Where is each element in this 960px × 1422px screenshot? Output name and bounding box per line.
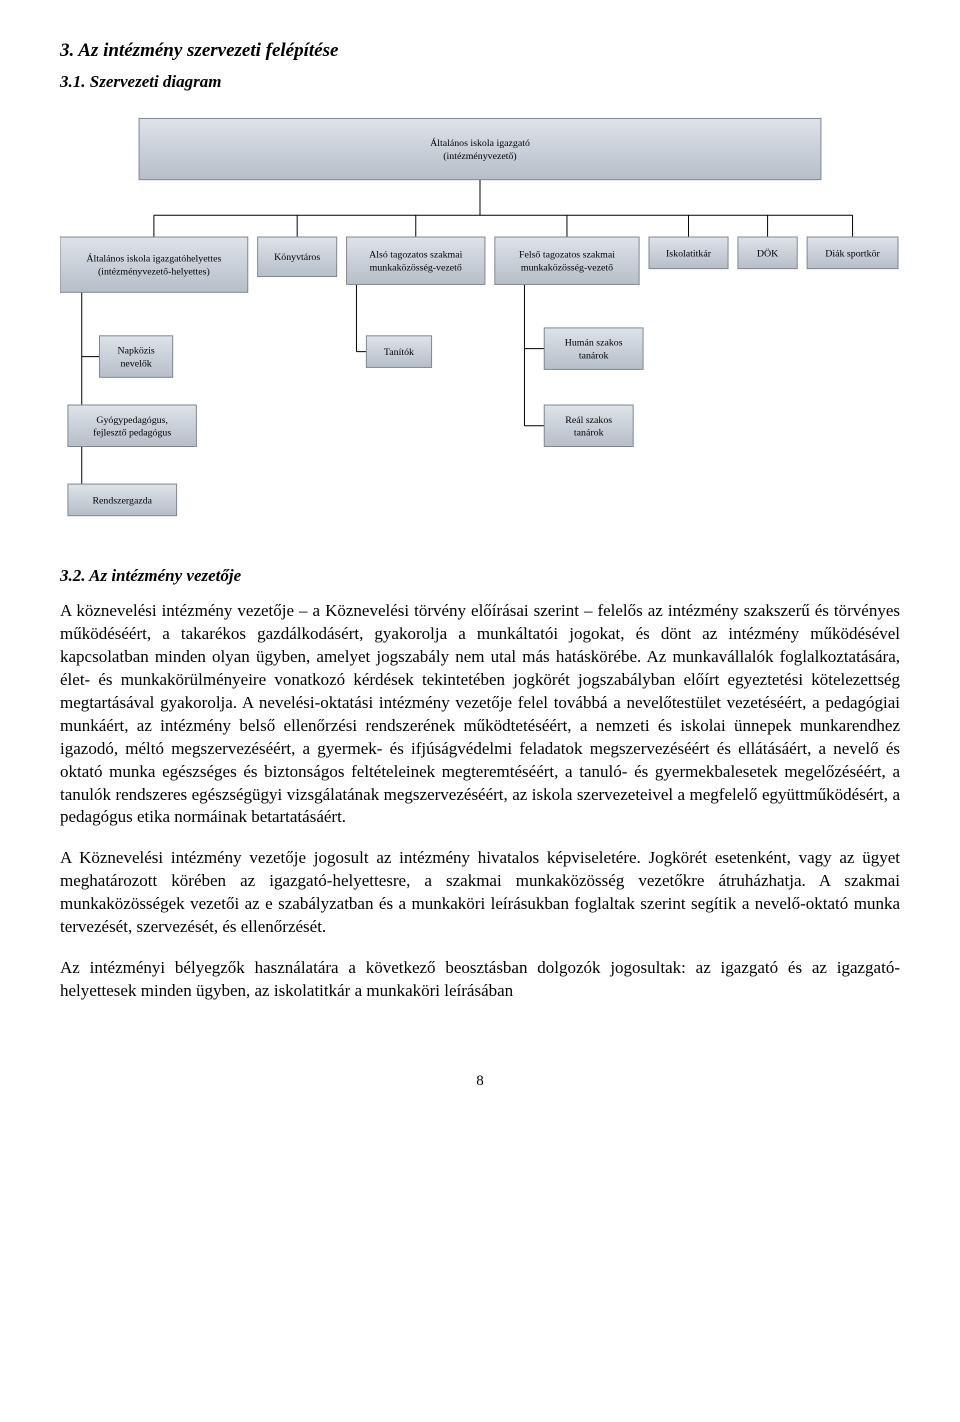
org-node-root: Általános iskola igazgató (intézményvezet… — [139, 118, 821, 179]
svg-text:(intézményvezető-helyettes): (intézményvezető-helyettes) — [98, 267, 210, 278]
section-heading-3-2: 3.2. Az intézmény vezetője — [60, 566, 900, 586]
org-chart: Általános iskola igazgató (intézményvezet… — [60, 106, 900, 536]
org-node-konyvtaros: Könyvtáros — [258, 237, 337, 277]
org-node-tanitok: Tanítók — [366, 336, 431, 368]
org-node-also: Alsó tagozatos szakmai munkaközösség-veze… — [347, 237, 485, 284]
svg-text:Diák sportkör: Diák sportkör — [825, 248, 880, 259]
svg-text:Reál szakos: Reál szakos — [565, 415, 612, 426]
svg-text:Humán szakos: Humán szakos — [565, 338, 623, 349]
svg-text:nevelők: nevelők — [120, 358, 151, 369]
svg-text:Könyvtáros: Könyvtáros — [274, 252, 320, 263]
org-node-human: Humán szakos tanárok — [544, 328, 643, 370]
svg-text:munkaközösség-vezető: munkaközösség-vezető — [521, 263, 613, 274]
svg-text:Általános iskola igazgató: Általános iskola igazgató — [430, 137, 530, 149]
section-heading-3-1: 3.1. Szervezeti diagram — [60, 72, 900, 92]
svg-text:Rendszergazda: Rendszergazda — [92, 495, 152, 506]
svg-text:munkaközösség-vezető: munkaközösség-vezető — [370, 263, 462, 274]
svg-text:fejlesztő pedagógus: fejlesztő pedagógus — [93, 428, 171, 439]
svg-text:Napközis: Napközis — [117, 346, 154, 357]
org-node-rendszergazda: Rendszergazda — [68, 484, 177, 516]
org-node-dok: DÖK — [738, 237, 797, 269]
body-paragraph-1: A köznevelési intézmény vezetője – a Köz… — [60, 600, 900, 829]
svg-text:Általános iskola igazgatóhelye: Általános iskola igazgatóhelyettes — [86, 253, 221, 265]
svg-text:Felső tagozatos szakmai: Felső tagozatos szakmai — [519, 250, 615, 261]
org-node-gyogyped: Gyógypedagógus, fejlesztő pedagógus — [68, 405, 196, 447]
svg-text:(intézményvezető): (intézményvezető) — [443, 151, 516, 162]
org-node-real: Reál szakos tanárok — [544, 405, 633, 447]
page-number: 8 — [60, 1073, 900, 1090]
svg-text:tanárok: tanárok — [574, 428, 604, 439]
org-node-felso: Felső tagozatos szakmai munkaközösség-vez… — [495, 237, 639, 284]
org-node-napkozis: Napközisnevelők — [100, 336, 173, 378]
svg-text:Alsó tagozatos szakmai: Alsó tagozatos szakmai — [369, 250, 462, 261]
section-heading-3: 3. Az intézmény szervezeti felépítése — [60, 40, 900, 62]
body-paragraph-2: A Köznevelési intézmény vezetője jogosul… — [60, 847, 900, 939]
org-node-iskolatitkar: Iskolatitkár — [649, 237, 728, 269]
org-node-diaksport: Diák sportkör — [807, 237, 898, 269]
svg-text:Gyógypedagógus,: Gyógypedagógus, — [96, 415, 168, 426]
svg-text:Iskolatitkár: Iskolatitkár — [666, 248, 712, 259]
body-paragraph-3: Az intézményi bélyegzők használatára a k… — [60, 957, 900, 1003]
svg-text:tanárok: tanárok — [579, 351, 609, 362]
svg-text:Tanítók: Tanítók — [384, 347, 414, 358]
org-node-helyettes: Általános iskola igazgatóhelyettes (intéz… — [60, 237, 248, 292]
svg-text:DÖK: DÖK — [757, 247, 779, 259]
